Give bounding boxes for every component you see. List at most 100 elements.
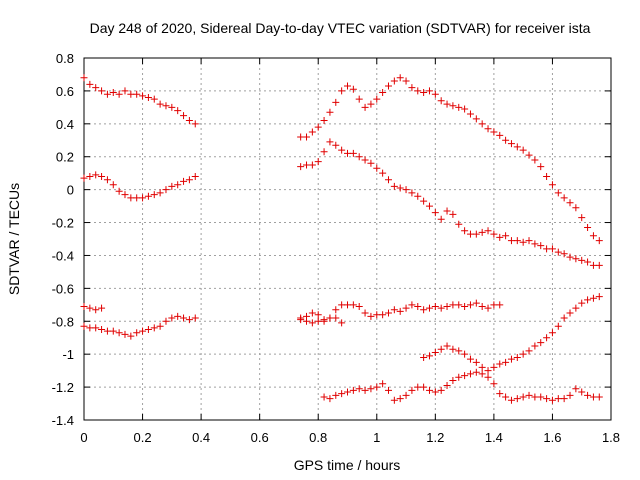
data-point xyxy=(572,385,580,393)
data-point xyxy=(168,314,176,322)
data-point xyxy=(414,192,422,200)
data-point xyxy=(519,393,527,401)
data-point xyxy=(98,304,106,312)
data-point xyxy=(484,227,492,235)
data-point xyxy=(502,232,510,240)
x-tick-label: 0.6 xyxy=(251,430,269,445)
data-point xyxy=(174,107,182,115)
data-point xyxy=(150,191,158,199)
data-point xyxy=(355,95,363,103)
data-point xyxy=(127,332,135,340)
data-point xyxy=(478,363,486,371)
data-point xyxy=(572,255,580,263)
data-point xyxy=(144,192,152,200)
data-point xyxy=(437,97,445,105)
data-point xyxy=(320,393,328,401)
series-arc-mid-late xyxy=(297,138,603,269)
data-point xyxy=(437,215,445,223)
data-point xyxy=(180,112,188,120)
data-point xyxy=(484,373,492,381)
data-point xyxy=(139,194,147,202)
data-point xyxy=(384,309,392,317)
data-point xyxy=(139,327,147,335)
data-point xyxy=(109,181,117,189)
data-point xyxy=(98,326,106,333)
data-point xyxy=(537,163,545,171)
data-point xyxy=(92,324,100,332)
x-tick-label: 1.6 xyxy=(543,430,561,445)
data-point xyxy=(191,314,199,322)
data-point xyxy=(115,187,123,195)
data-point xyxy=(156,322,164,330)
data-point xyxy=(379,89,387,97)
y-tick-label: 0.4 xyxy=(56,117,74,132)
data-point xyxy=(578,256,586,264)
data-point xyxy=(572,204,580,212)
data-point xyxy=(338,301,346,309)
plot-frame xyxy=(83,57,612,421)
data-point xyxy=(466,370,474,378)
data-point xyxy=(361,156,369,164)
data-point xyxy=(349,85,357,93)
x-tick-label: 0.8 xyxy=(309,430,327,445)
series-arc-top-late xyxy=(297,74,603,245)
data-point xyxy=(174,312,182,320)
data-point xyxy=(144,326,152,333)
y-tick-label: -0.4 xyxy=(52,248,74,263)
data-point xyxy=(303,161,311,169)
data-point xyxy=(584,296,592,304)
data-point xyxy=(320,316,328,324)
data-point xyxy=(384,386,392,394)
data-point xyxy=(584,223,592,231)
data-point xyxy=(584,258,592,266)
data-point xyxy=(191,120,199,128)
data-point xyxy=(578,299,586,307)
data-point xyxy=(320,148,328,156)
data-point xyxy=(168,103,176,111)
data-point xyxy=(466,355,474,363)
series-arc-zero-early xyxy=(80,171,199,202)
y-tick-label: -1 xyxy=(62,347,74,362)
series-arc-top-early xyxy=(80,74,199,128)
data-point xyxy=(537,393,545,401)
data-point xyxy=(402,77,410,85)
data-point xyxy=(519,238,527,246)
x-tick-label: 0.2 xyxy=(134,430,152,445)
data-point xyxy=(174,181,182,189)
data-point xyxy=(443,302,451,310)
data-point xyxy=(543,395,551,403)
data-point xyxy=(86,172,94,180)
x-tick-label: 0.4 xyxy=(192,430,210,445)
data-point xyxy=(554,189,562,197)
data-point xyxy=(566,253,574,261)
data-point xyxy=(80,322,88,330)
data-point xyxy=(402,186,410,194)
data-point xyxy=(156,189,164,197)
data-point xyxy=(103,327,111,335)
data-point xyxy=(443,100,451,108)
data-point xyxy=(449,301,457,309)
data-point xyxy=(496,131,504,139)
data-point xyxy=(443,342,451,350)
data-point xyxy=(560,250,568,258)
data-point xyxy=(156,100,164,108)
y-tick-label: -1.2 xyxy=(52,380,74,395)
data-point xyxy=(408,189,416,197)
data-point xyxy=(373,164,381,172)
data-point xyxy=(297,133,305,141)
data-point xyxy=(180,314,188,322)
data-point xyxy=(420,353,428,361)
data-point xyxy=(502,358,510,366)
data-point xyxy=(185,176,193,184)
data-point xyxy=(344,301,351,309)
x-tick-label: 1.2 xyxy=(426,430,444,445)
data-point xyxy=(472,115,480,123)
data-point xyxy=(425,352,433,360)
data-point xyxy=(303,133,311,141)
data-point xyxy=(308,128,316,136)
data-point xyxy=(109,327,117,335)
data-point xyxy=(103,90,111,98)
data-point xyxy=(338,87,346,95)
data-point xyxy=(478,120,486,128)
y-axis-label: SDTVAR / TECUs xyxy=(6,183,22,295)
